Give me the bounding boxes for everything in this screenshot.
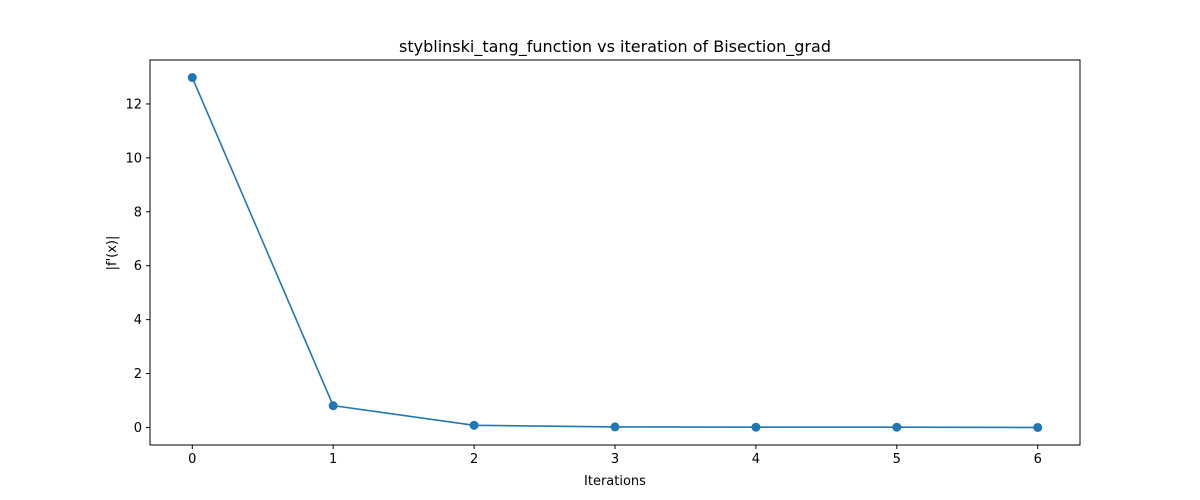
y-tick-label: 6 [134,259,142,274]
x-tick-label: 6 [1034,452,1042,467]
y-tick-label: 4 [134,313,142,328]
x-tick-label: 5 [893,452,901,467]
data-point [751,422,761,432]
y-axis-label: |f'(x)| [105,236,120,271]
data-point [469,420,479,430]
chart-title: styblinski_tang_function vs iteration of… [399,37,831,57]
x-tick-label: 2 [470,452,478,467]
y-tick-label: 2 [134,367,142,382]
x-tick-label: 0 [188,452,196,467]
data-point [328,401,338,411]
x-tick-label: 1 [329,452,337,467]
x-tick-label: 3 [611,452,619,467]
data-point [610,422,620,432]
data-point [1033,422,1043,432]
y-tick-label: 0 [134,421,142,436]
x-axis-label: Iterations [584,474,646,489]
data-point [187,73,197,83]
y-tick-label: 8 [134,205,142,220]
plot-frame [149,59,1081,446]
y-tick-label: 12 [125,97,142,112]
x-tick-label: 4 [752,452,760,467]
y-tick-label: 10 [125,151,142,166]
data-point [892,422,902,432]
series-line [191,77,1038,429]
